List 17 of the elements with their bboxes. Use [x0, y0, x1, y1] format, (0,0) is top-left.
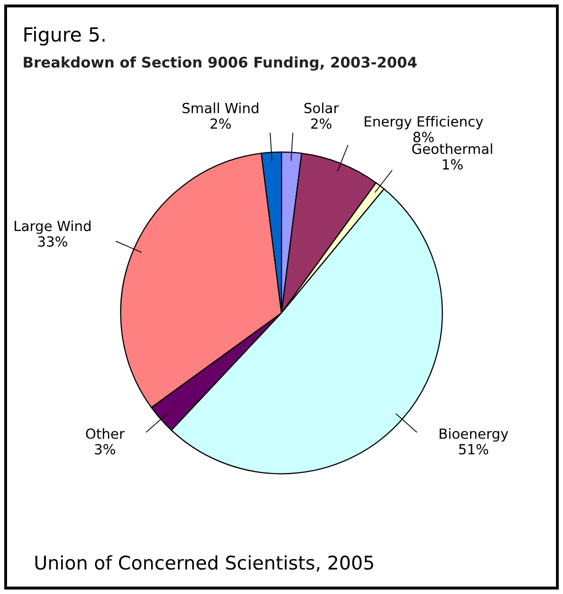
- data-label: 8%: [413, 132, 434, 142]
- data-label: 51%: [459, 444, 488, 454]
- slice-label: Solar: [304, 102, 339, 114]
- data-label: 1%: [442, 159, 463, 170]
- data-label: 2%: [311, 118, 332, 129]
- slice-label: Energy Efficiency: [364, 116, 484, 130]
- data-label: 2%: [210, 118, 231, 129]
- slice-label: Small Wind: [182, 102, 258, 114]
- slice-label: Other: [86, 428, 125, 439]
- chart-title: Figure 5.: [24, 26, 105, 46]
- slice-label: Large Wind: [14, 220, 90, 234]
- chart-subtitle: Breakdown of Section 9006 Funding, 2003-2004: [24, 56, 417, 71]
- text: Union of Concerned Scientists, 2005: [35, 555, 374, 572]
- data-label: 3%: [94, 444, 116, 454]
- slice-label: Bioenergy: [440, 428, 508, 442]
- data-label: 33%: [38, 236, 68, 247]
- slice-label: Geothermal: [412, 143, 492, 154]
